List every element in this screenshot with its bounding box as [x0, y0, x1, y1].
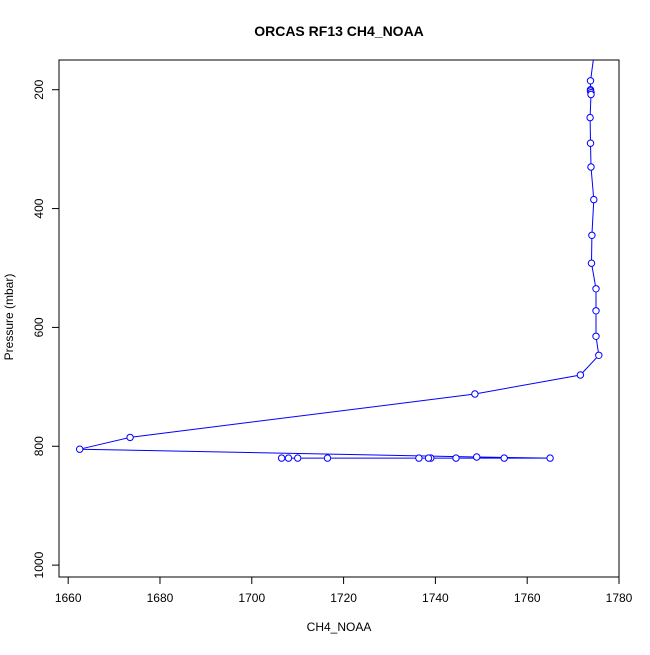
data-point	[76, 445, 84, 453]
y-tick-label: 200	[32, 79, 46, 99]
data-point	[586, 77, 595, 85]
x-tick-label: 1720	[330, 591, 357, 605]
x-tick-label: 1700	[238, 591, 265, 605]
data-point	[587, 90, 595, 99]
data-point	[452, 454, 460, 462]
chart-title: ORCAS RF13 CH4_NOAA	[254, 23, 424, 39]
data-point	[595, 351, 603, 359]
y-tick-label: 800	[32, 436, 46, 456]
data-point	[294, 454, 302, 462]
data-point	[500, 454, 508, 462]
data-point	[576, 371, 585, 379]
data-point	[277, 454, 286, 462]
data-point	[471, 390, 479, 398]
data-point	[587, 163, 595, 171]
data-point	[415, 454, 423, 462]
data-point	[592, 285, 600, 293]
data-point	[590, 195, 598, 204]
y-axis-label: Pressure (mbar)	[2, 274, 16, 361]
data-point	[126, 433, 134, 442]
data-point	[586, 139, 595, 147]
data-point	[587, 259, 596, 267]
data-point	[586, 113, 594, 122]
y-axis: 200 400 600 800 1000	[32, 79, 59, 578]
x-tick-label: 1660	[55, 591, 82, 605]
data-point	[323, 454, 332, 462]
data-point	[592, 307, 600, 315]
data-point	[424, 454, 433, 462]
x-tick-label: 1680	[147, 591, 174, 605]
data-point	[588, 231, 596, 240]
x-axis: 1660 1680 1700 1720 1740 1760 1780	[55, 577, 633, 605]
data-point	[284, 454, 293, 462]
x-axis-label: CH4_NOAA	[307, 620, 372, 634]
data-point	[546, 454, 554, 462]
data-point	[473, 453, 481, 461]
x-tick-label: 1780	[606, 591, 633, 605]
y-tick-label: 400	[32, 198, 46, 218]
data-point	[592, 332, 600, 340]
x-tick-label: 1760	[514, 591, 541, 605]
y-tick-label: 600	[32, 317, 46, 337]
y-tick-label: 1000	[32, 551, 46, 578]
plot-frame	[58, 59, 620, 578]
data-series	[76, 59, 603, 462]
x-tick-label: 1740	[422, 591, 449, 605]
